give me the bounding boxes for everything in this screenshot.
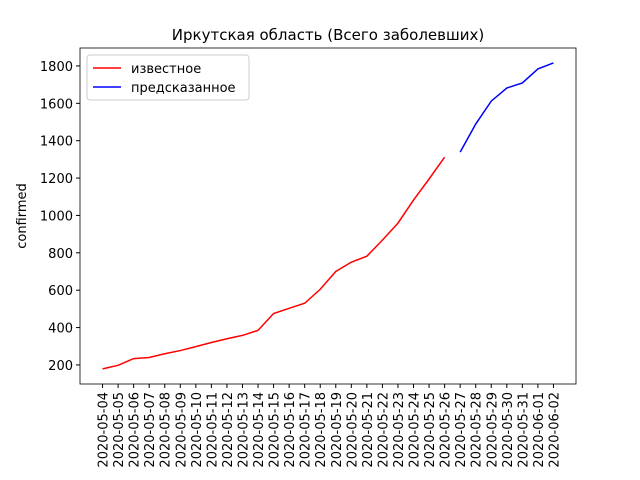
x-tick-label: 2020-05-08 <box>159 392 174 468</box>
y-axis-label: confirmed <box>15 183 30 249</box>
x-tick-label: 2020-05-26 <box>439 392 454 468</box>
legend-label: предсказанное <box>131 81 236 96</box>
y-tick-label: 400 <box>48 322 73 337</box>
x-tick-label: 2020-05-27 <box>454 392 469 468</box>
y-tick-label: 1400 <box>40 135 73 150</box>
x-tick-label: 2020-05-18 <box>314 392 329 468</box>
x-tick-label: 2020-05-04 <box>97 392 112 468</box>
x-tick-label: 2020-06-02 <box>547 392 562 468</box>
x-tick-label: 2020-05-07 <box>143 392 158 468</box>
legend-box <box>86 54 250 101</box>
x-tick-label: 2020-05-25 <box>423 392 438 468</box>
x-tick-label: 2020-05-23 <box>392 392 407 468</box>
x-tick-label: 2020-05-31 <box>516 392 531 468</box>
x-tick-label: 2020-05-06 <box>128 392 143 468</box>
x-tick-label: 2020-05-28 <box>470 392 485 468</box>
x-tick-label: 2020-05-10 <box>190 392 205 468</box>
x-tick-label: 2020-05-22 <box>376 392 391 468</box>
x-tick-label: 2020-06-01 <box>532 392 547 468</box>
x-tick-label: 2020-05-09 <box>174 392 189 468</box>
x-tick-label: 2020-05-05 <box>112 392 127 468</box>
y-tick-label: 1600 <box>40 97 73 112</box>
y-tick-label: 800 <box>48 247 73 262</box>
x-tick-label: 2020-05-15 <box>268 392 283 468</box>
y-tick-label: 1200 <box>40 172 73 187</box>
x-tick-label: 2020-05-12 <box>221 392 236 468</box>
x-tick-label: 2020-05-17 <box>299 392 314 468</box>
y-tick-label: 1000 <box>40 209 73 224</box>
x-tick-label: 2020-05-21 <box>361 392 376 468</box>
line-series <box>102 156 446 370</box>
x-tick-label: 2020-05-24 <box>408 392 423 468</box>
plot-frame <box>79 47 577 385</box>
x-tick-label: 2020-05-14 <box>252 392 267 468</box>
y-tick-label: 200 <box>48 359 73 374</box>
chart-title: Иркутская область (Всего заболевших) <box>172 26 484 44</box>
x-tick-label: 2020-05-20 <box>345 392 360 468</box>
x-tick-label: 2020-05-13 <box>236 392 251 468</box>
line-series <box>459 62 554 153</box>
y-tick-label: 1800 <box>40 60 73 75</box>
x-tick-label: 2020-05-19 <box>330 392 345 468</box>
x-tick-label: 2020-05-30 <box>501 392 516 468</box>
x-tick-label: 2020-05-16 <box>283 392 298 468</box>
y-tick-label: 600 <box>48 284 73 299</box>
x-tick-label: 2020-05-11 <box>205 392 220 468</box>
legend-label: известное <box>131 62 201 77</box>
x-tick-label: 2020-05-29 <box>485 392 500 468</box>
